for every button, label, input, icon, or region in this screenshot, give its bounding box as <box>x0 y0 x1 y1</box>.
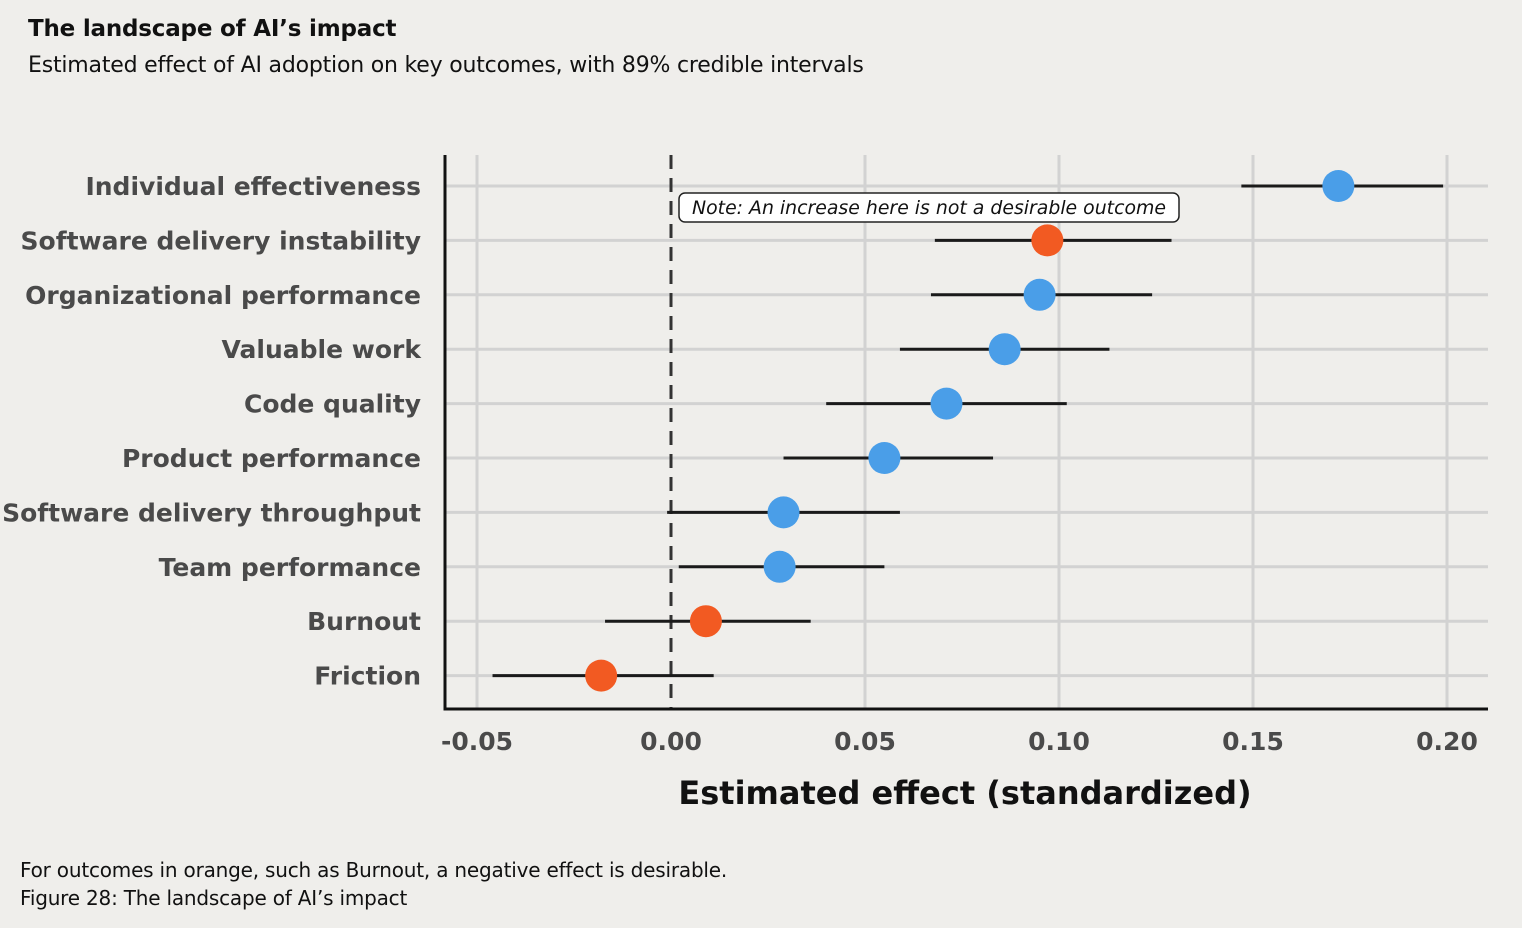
category-label: Software delivery throughput <box>2 498 421 527</box>
x-tick-label: 0.20 <box>1416 727 1478 756</box>
category-label: Organizational performance <box>25 281 421 310</box>
label-layer: -0.05 0.00 0.05 0.10 0.15 0.20 Estimated effec… <box>2 172 1478 812</box>
x-tick-label: 0.15 <box>1222 727 1284 756</box>
grid-layer <box>445 155 1488 709</box>
interval-layer <box>492 184 1444 678</box>
x-axis-title: Estimated effect (standardized) <box>678 774 1251 812</box>
estimate-point <box>1322 170 1355 202</box>
estimate-point <box>988 333 1021 366</box>
estimate-point <box>1023 278 1056 311</box>
category-label: Friction <box>314 662 421 691</box>
category-label: Individual effectiveness <box>85 172 421 201</box>
x-tick-label: 0.00 <box>640 727 702 756</box>
x-tick-label: 0.10 <box>1028 727 1090 756</box>
category-label: Code quality <box>244 390 421 419</box>
axis-layer <box>443 155 1488 711</box>
category-label: Software delivery instability <box>21 226 421 255</box>
footnote: For outcomes in orange, such as Burnout,… <box>20 858 728 882</box>
category-label: Valuable work <box>222 335 423 364</box>
dot-layer <box>585 170 1355 692</box>
category-label: Product performance <box>122 444 421 473</box>
annotation-box <box>678 192 1180 223</box>
note-layer: Note: An increase here is not a desirabl… <box>678 192 1180 223</box>
chart-subtitle: Estimated effect of AI adoption on key o… <box>28 53 864 78</box>
chart-title: The landscape of AI’s impact <box>28 16 397 42</box>
estimate-point <box>1031 224 1064 257</box>
estimate-point <box>930 387 963 420</box>
category-label: Burnout <box>307 607 421 636</box>
category-label: Team performance <box>159 553 421 582</box>
estimate-point <box>763 550 796 583</box>
x-tick-label: -0.05 <box>441 727 513 756</box>
estimate-point <box>689 605 722 638</box>
figure-caption: Figure 28: The landscape of AI’s impact <box>20 886 408 910</box>
x-tick-label: 0.05 <box>834 727 896 756</box>
estimate-point <box>585 659 618 692</box>
estimate-point <box>868 442 901 474</box>
estimate-point <box>767 496 800 529</box>
annotation-text: Note: An increase here is not a desirabl… <box>692 197 1166 219</box>
